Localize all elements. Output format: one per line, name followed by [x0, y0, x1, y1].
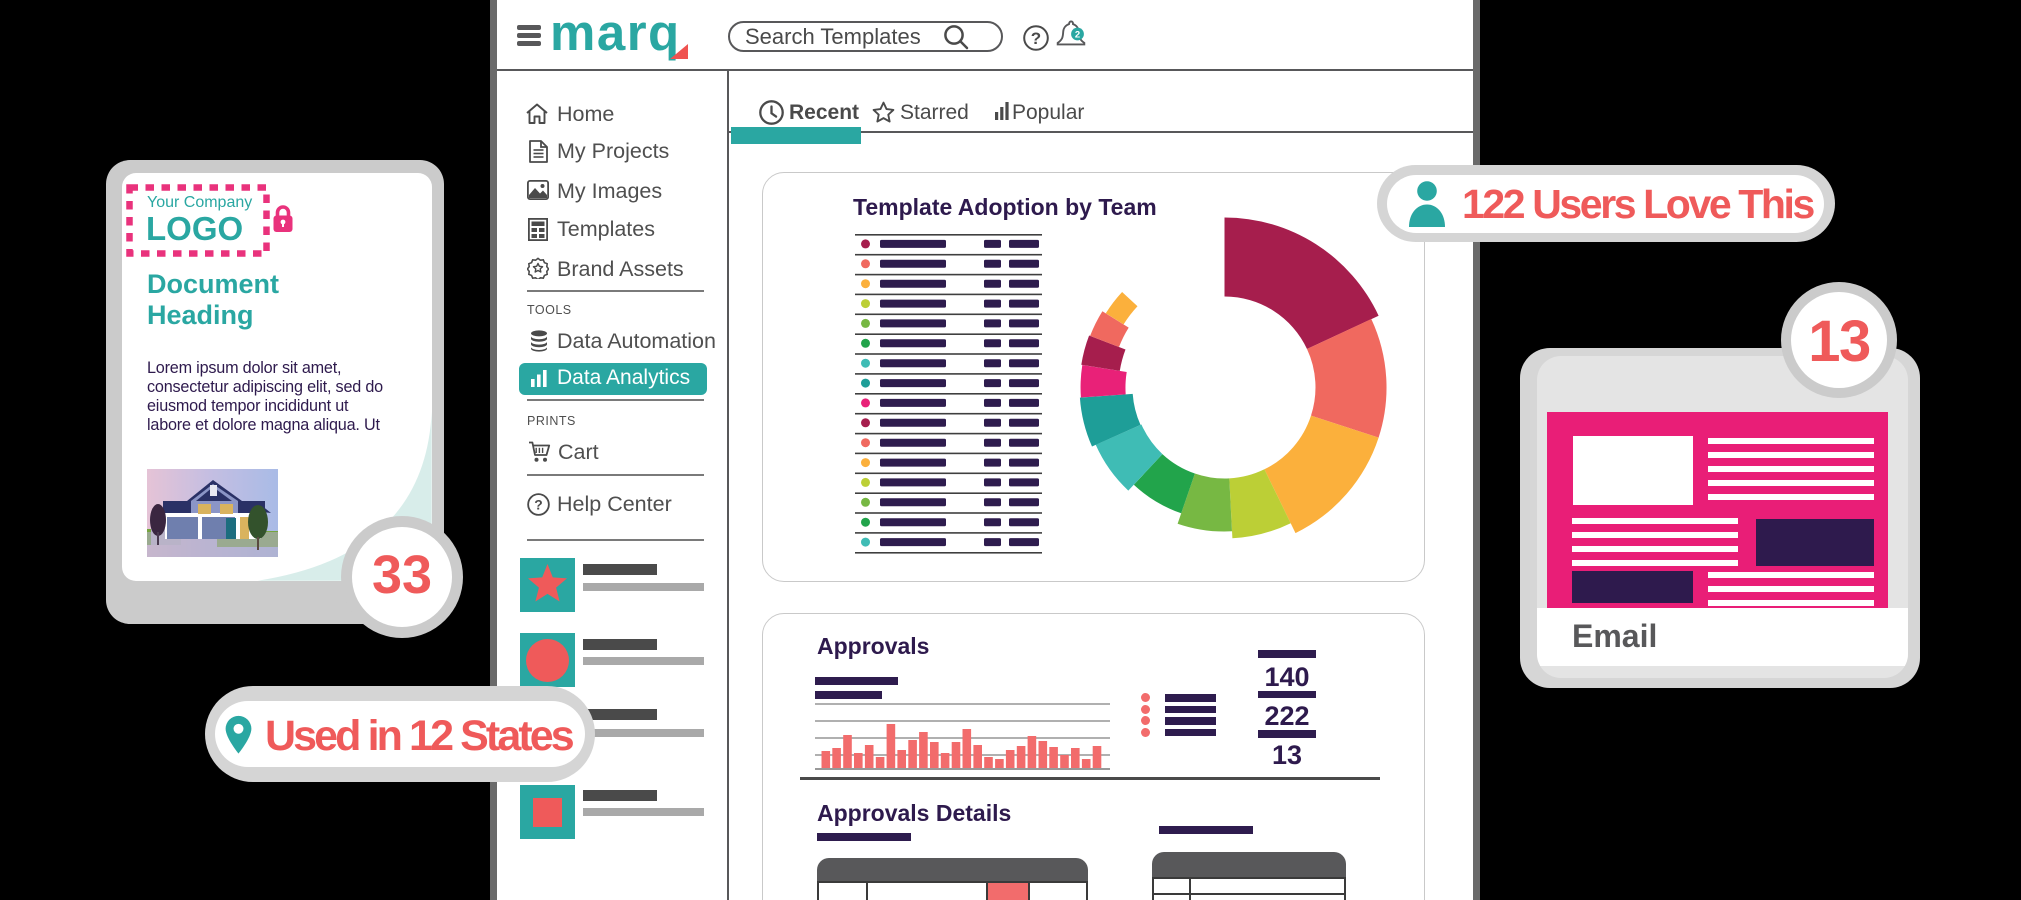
svg-text:?: ?	[1031, 29, 1041, 48]
svg-text:?: ?	[534, 496, 542, 512]
svg-text:2: 2	[1075, 30, 1080, 41]
